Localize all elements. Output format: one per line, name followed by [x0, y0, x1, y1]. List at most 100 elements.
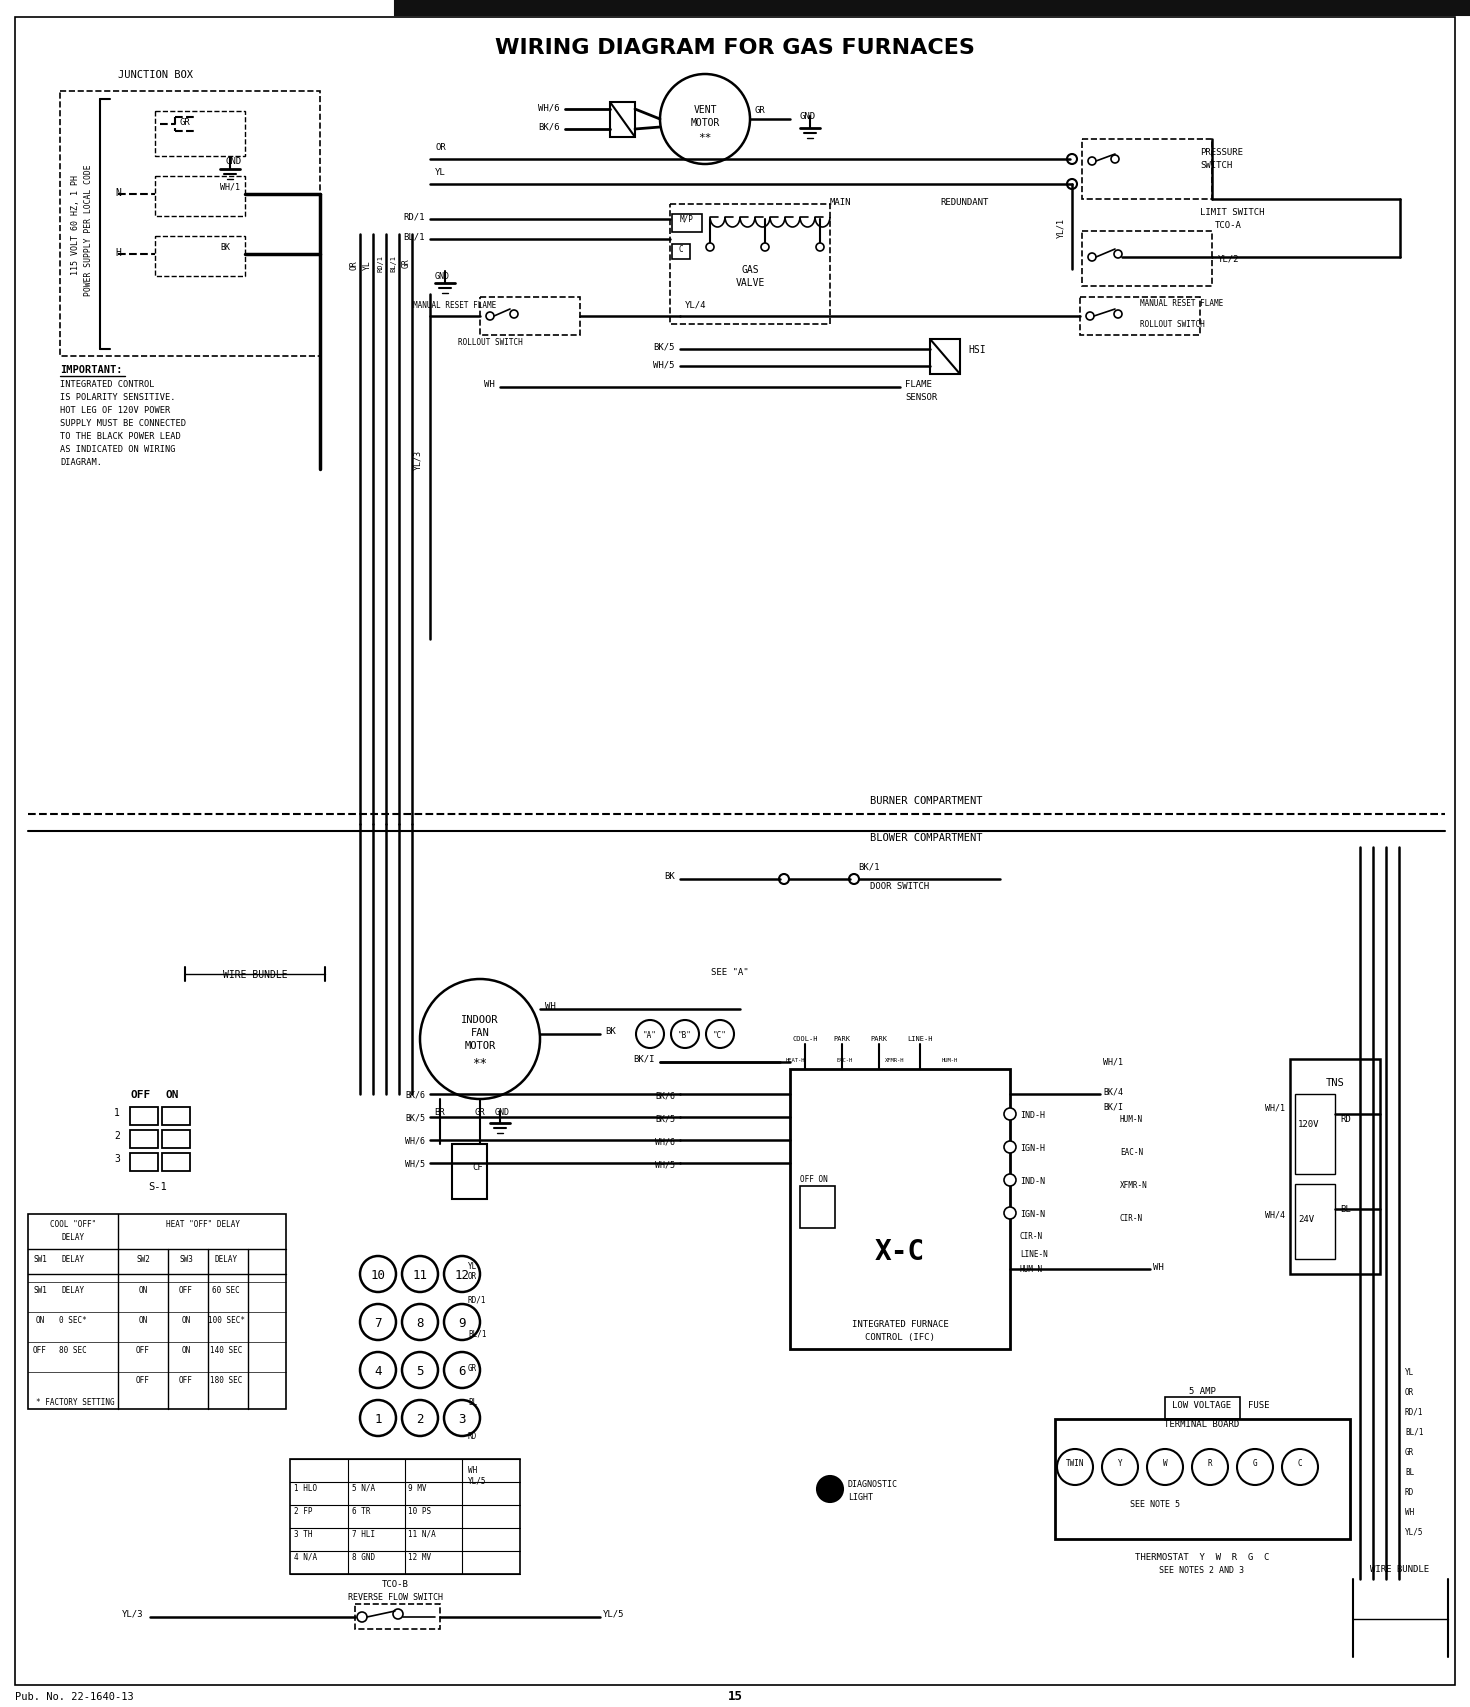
Text: 24V: 24V — [1298, 1215, 1314, 1224]
Text: RD: RD — [1341, 1115, 1351, 1123]
Text: OFF: OFF — [129, 1089, 150, 1099]
Text: 10 PS: 10 PS — [409, 1506, 431, 1516]
Text: BK: BK — [664, 872, 675, 881]
Text: 6 TR: 6 TR — [351, 1506, 370, 1516]
Text: GR: GR — [467, 1364, 478, 1372]
Text: BR: BR — [435, 1108, 445, 1116]
Text: RD/1: RD/1 — [376, 254, 384, 271]
Circle shape — [360, 1256, 395, 1292]
Text: HUM-N: HUM-N — [1020, 1265, 1044, 1273]
Text: COOL-H: COOL-H — [792, 1036, 817, 1041]
Text: WH/5: WH/5 — [406, 1159, 425, 1168]
Bar — [395, 0, 1470, 15]
Bar — [451, 1144, 487, 1200]
Text: WIRE BUNDLE: WIRE BUNDLE — [222, 970, 287, 980]
Text: "C": "C" — [713, 1031, 728, 1040]
Text: REDUNDANT: REDUNDANT — [939, 198, 988, 207]
Text: LINE-H: LINE-H — [907, 1036, 933, 1041]
Text: TO THE BLACK POWER LEAD: TO THE BLACK POWER LEAD — [60, 432, 181, 440]
Circle shape — [444, 1256, 481, 1292]
Circle shape — [1004, 1108, 1016, 1120]
Text: HSI: HSI — [969, 345, 985, 355]
Circle shape — [401, 1256, 438, 1292]
Text: YL/2: YL/2 — [1219, 254, 1239, 263]
Text: BL/1: BL/1 — [390, 254, 395, 271]
Text: 115 VOLT 60 HZ, 1 PH: 115 VOLT 60 HZ, 1 PH — [71, 174, 79, 275]
Circle shape — [816, 244, 825, 253]
Text: OFF: OFF — [179, 1285, 193, 1294]
Text: DELAY: DELAY — [62, 1255, 85, 1263]
Text: WH/6: WH/6 — [406, 1137, 425, 1145]
Bar — [1055, 1419, 1349, 1540]
Text: SW3: SW3 — [179, 1255, 193, 1263]
Text: ON: ON — [181, 1345, 191, 1354]
Bar — [789, 1069, 1010, 1349]
Text: 8 GND: 8 GND — [351, 1552, 375, 1562]
Text: BL: BL — [467, 1398, 478, 1407]
Text: LOW VOLTAGE: LOW VOLTAGE — [1173, 1400, 1232, 1410]
Text: MOTOR: MOTOR — [465, 1040, 495, 1050]
Text: WH: WH — [1152, 1261, 1164, 1272]
Text: YL
OR: YL OR — [467, 1261, 478, 1280]
Bar — [672, 215, 703, 232]
Circle shape — [1282, 1449, 1319, 1485]
Text: SEE "A": SEE "A" — [711, 968, 748, 976]
Text: 7 HLI: 7 HLI — [351, 1529, 375, 1538]
Text: WH: WH — [484, 379, 495, 389]
Text: 9 MV: 9 MV — [409, 1483, 426, 1492]
Text: WH/6: WH/6 — [656, 1137, 675, 1147]
Bar — [481, 297, 581, 336]
Text: DELAY: DELAY — [62, 1232, 85, 1241]
Text: GR: GR — [475, 1108, 485, 1116]
Text: YL: YL — [1405, 1367, 1414, 1376]
Text: BK/6: BK/6 — [656, 1091, 675, 1101]
Text: DIAGRAM.: DIAGRAM. — [60, 457, 101, 466]
Text: IGN-H: IGN-H — [1020, 1144, 1045, 1152]
Text: 5: 5 — [416, 1364, 423, 1378]
Text: RD: RD — [467, 1430, 478, 1441]
Text: DELAY: DELAY — [62, 1285, 85, 1294]
Text: OFF: OFF — [32, 1345, 47, 1354]
Text: YL/4: YL/4 — [685, 300, 707, 309]
Bar — [1082, 140, 1211, 200]
Text: YL: YL — [363, 259, 372, 270]
Text: GR: GR — [756, 106, 766, 114]
Text: H: H — [115, 248, 121, 258]
Text: N: N — [115, 188, 121, 198]
Text: PRESSURE: PRESSURE — [1200, 149, 1244, 157]
Text: YL/3: YL/3 — [413, 449, 422, 469]
Text: WIRE BUNDLE: WIRE BUNDLE — [1370, 1564, 1429, 1574]
Text: HUM-H: HUM-H — [942, 1057, 958, 1062]
Text: RD/1: RD/1 — [403, 212, 425, 220]
Text: 2: 2 — [115, 1130, 121, 1140]
Bar — [1291, 1060, 1380, 1273]
Text: RD/1: RD/1 — [467, 1296, 487, 1304]
Text: 12 MV: 12 MV — [409, 1552, 431, 1562]
Circle shape — [1057, 1449, 1094, 1485]
Text: GND: GND — [435, 271, 450, 282]
Text: AS INDICATED ON WIRING: AS INDICATED ON WIRING — [60, 446, 175, 454]
Text: BL/1: BL/1 — [467, 1330, 487, 1338]
Circle shape — [1236, 1449, 1273, 1485]
Text: MOTOR: MOTOR — [691, 118, 720, 128]
Text: SW1: SW1 — [32, 1285, 47, 1294]
Text: GND: GND — [225, 157, 241, 166]
Text: TCO-A: TCO-A — [1216, 220, 1242, 230]
Circle shape — [761, 244, 769, 253]
Text: WH/6: WH/6 — [538, 104, 560, 113]
Bar — [162, 1130, 190, 1149]
Text: DOOR SWITCH: DOOR SWITCH — [870, 881, 929, 891]
Text: 140 SEC: 140 SEC — [210, 1345, 243, 1354]
Bar — [931, 340, 960, 376]
Circle shape — [1004, 1142, 1016, 1154]
Text: 9: 9 — [459, 1316, 466, 1330]
Text: EAC-N: EAC-N — [1120, 1147, 1144, 1156]
Text: 3 TH: 3 TH — [294, 1529, 313, 1538]
Text: 7: 7 — [375, 1316, 382, 1330]
Text: CIR-N: CIR-N — [1120, 1214, 1144, 1222]
Text: OFF: OFF — [137, 1345, 150, 1354]
Circle shape — [706, 244, 714, 253]
Bar — [610, 102, 635, 138]
Text: OFF: OFF — [137, 1376, 150, 1384]
Text: ON: ON — [165, 1089, 178, 1099]
